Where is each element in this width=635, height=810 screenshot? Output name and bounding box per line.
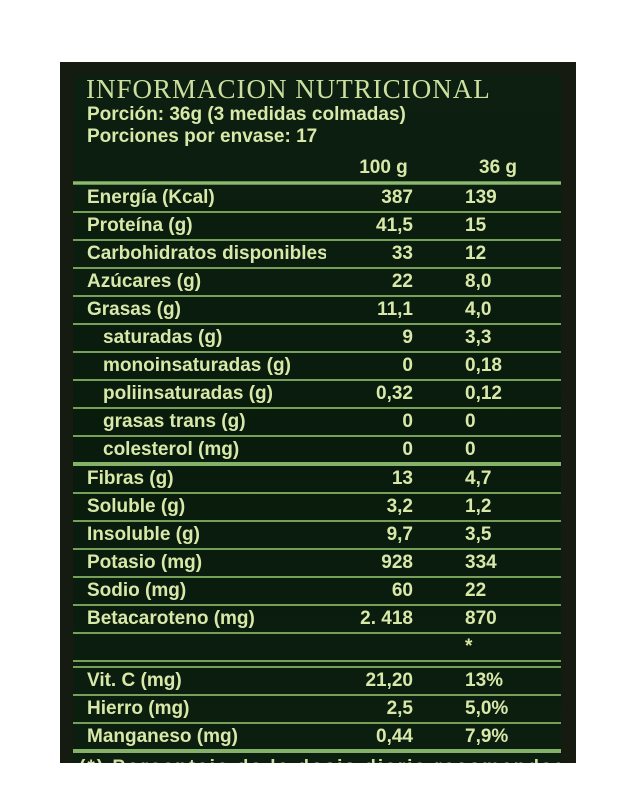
table-row-energia: Energía (Kcal) 387 139 [73,185,561,213]
value-per-100g: 13 [391,468,413,489]
nutrient-label: Grasas (g) [87,299,181,320]
table-row-carbohidratos: Carbohidratos disponibles (g) 33 12 [73,241,561,269]
value-per-36g: * [465,636,473,657]
value-per-36g: 0 [465,411,476,432]
table-row-hierro: Hierro (mg) 2,5 5,0% [73,696,561,724]
value-per-36g: 0,18 [465,355,502,376]
nutrient-label: grasas trans (g) [103,411,246,432]
value-per-36g: 8,0 [465,271,492,292]
value-per-100g: 11,1 [377,299,413,320]
nutrition-panel: INFORMACION NUTRICIONAL Porción: 36g (3 … [73,74,561,763]
nutrient-label: Energía (Kcal) [87,187,215,208]
value-per-36g: 12 [465,243,487,264]
value-per-36g: 139 [465,187,497,208]
value-per-36g: 7,9% [465,725,509,747]
value-per-100g: 387 [381,187,413,208]
table-row-vitamina-c: Vit. C (mg) 21,20 13% [73,668,561,696]
value-per-36g: 13% [465,670,504,691]
nutrient-label: Potasio (mg) [87,552,203,573]
nutrient-label: Soluble (g) [87,496,186,517]
table-row-grasas: Grasas (g) 11,1 4,0 [73,297,561,325]
header-divider [73,181,561,185]
column-header-row: 100 g 36 g [73,155,561,181]
nutrient-label: Sodio (mg) [87,580,187,601]
footnote-clipped: (*) Porcentaje de la dosis diaria recome… [79,757,561,763]
nutrient-label: colesterol (mg) [103,438,240,460]
nutrient-label: saturadas (g) [103,327,223,348]
nutrition-label: INFORMACION NUTRICIONAL Porción: 36g (3 … [60,62,576,763]
value-per-100g: 9,7 [386,524,413,545]
nutrient-label: Vit. C (mg) [87,670,182,691]
value-per-100g: 2. 418 [360,608,413,629]
table-row-grasas-trans: grasas trans (g) 0 0 [73,409,561,437]
value-per-100g: 0 [402,355,413,376]
portion-line: Porción: 36g (3 medidas colmadas) [87,104,406,125]
value-per-36g: 3,5 [465,524,492,545]
value-per-36g: 4,0 [465,299,492,320]
table-row-colesterol: colesterol (mg) 0 0 [73,437,561,466]
nutrient-label: Proteína (g) [87,215,193,236]
table-row-saturadas: saturadas (g) 9 3,3 [73,325,561,353]
value-per-36g: 870 [465,608,497,629]
nutrient-label: Manganeso (mg) [87,725,238,747]
table-row-insoluble: Insoluble (g) 9,7 3,5 [73,522,561,550]
value-per-36g: 5,0% [465,698,509,719]
table-row-poliinsaturadas: poliinsaturadas (g) 0,32 0,12 [73,381,561,409]
value-per-100g: 3,2 [386,496,413,517]
value-per-100g: 60 [391,580,413,601]
column-header-100g: 100 g [359,157,408,178]
value-per-100g: 22 [391,271,413,292]
value-per-100g: 928 [381,552,413,573]
value-per-36g: 0,12 [465,383,502,404]
table-row-fibras: Fibras (g) 13 4,7 [73,466,561,494]
value-per-100g: 0 [402,438,413,460]
servings-line: Porciones por envase: 17 [87,126,318,147]
value-per-100g: 2,5 [386,698,413,719]
value-per-36g: 1,2 [465,496,492,517]
double-rule-divider [73,662,561,668]
panel-title: INFORMACION NUTRICIONAL [86,74,491,104]
value-per-36g: 0 [465,438,476,460]
value-per-36g: 334 [465,552,497,573]
table-row-azucares: Azúcares (g) 22 8,0 [73,269,561,297]
nutrient-label: Azúcares (g) [87,271,202,292]
nutrient-label: Insoluble (g) [87,524,200,545]
value-per-100g: 33 [391,243,413,264]
table-row-manganeso: Manganeso (mg) 0,44 7,9% [73,724,561,753]
value-per-36g: 3,3 [465,327,492,348]
table-row-sodio: Sodio (mg) 60 22 [73,578,561,606]
table-row-proteina: Proteína (g) 41,5 15 [73,213,561,241]
nutrient-label: Hierro (mg) [87,698,190,719]
value-per-100g: 41,5 [376,215,413,236]
nutrient-label: Carbohidratos disponibles (g) [87,243,326,264]
value-per-100g: 9 [402,327,413,348]
nutrient-label: poliinsaturadas (g) [103,383,273,404]
table-row-soluble: Soluble (g) 3,2 1,2 [73,494,561,522]
nutrient-label: Fibras (g) [87,468,174,489]
value-per-36g: 4,7 [465,468,492,489]
value-per-36g: 22 [465,580,487,601]
value-per-100g: 0,32 [376,383,413,404]
nutrient-label: monoinsaturadas (g) [103,355,291,376]
table-row-betacaroteno: Betacaroteno (mg) 2. 418 870 [73,606,561,634]
value-per-100g: 0,44 [376,725,413,747]
value-per-100g: 21,20 [365,670,413,691]
table-row-asterisk: * [73,634,561,662]
value-per-36g: 15 [465,215,487,236]
nutrient-label: Betacaroteno (mg) [87,608,255,629]
table-row-monoinsaturadas: monoinsaturadas (g) 0 0,18 [73,353,561,381]
column-header-36g: 36 g [479,157,518,178]
table-row-potasio: Potasio (mg) 928 334 [73,550,561,578]
value-per-100g: 0 [402,411,413,432]
